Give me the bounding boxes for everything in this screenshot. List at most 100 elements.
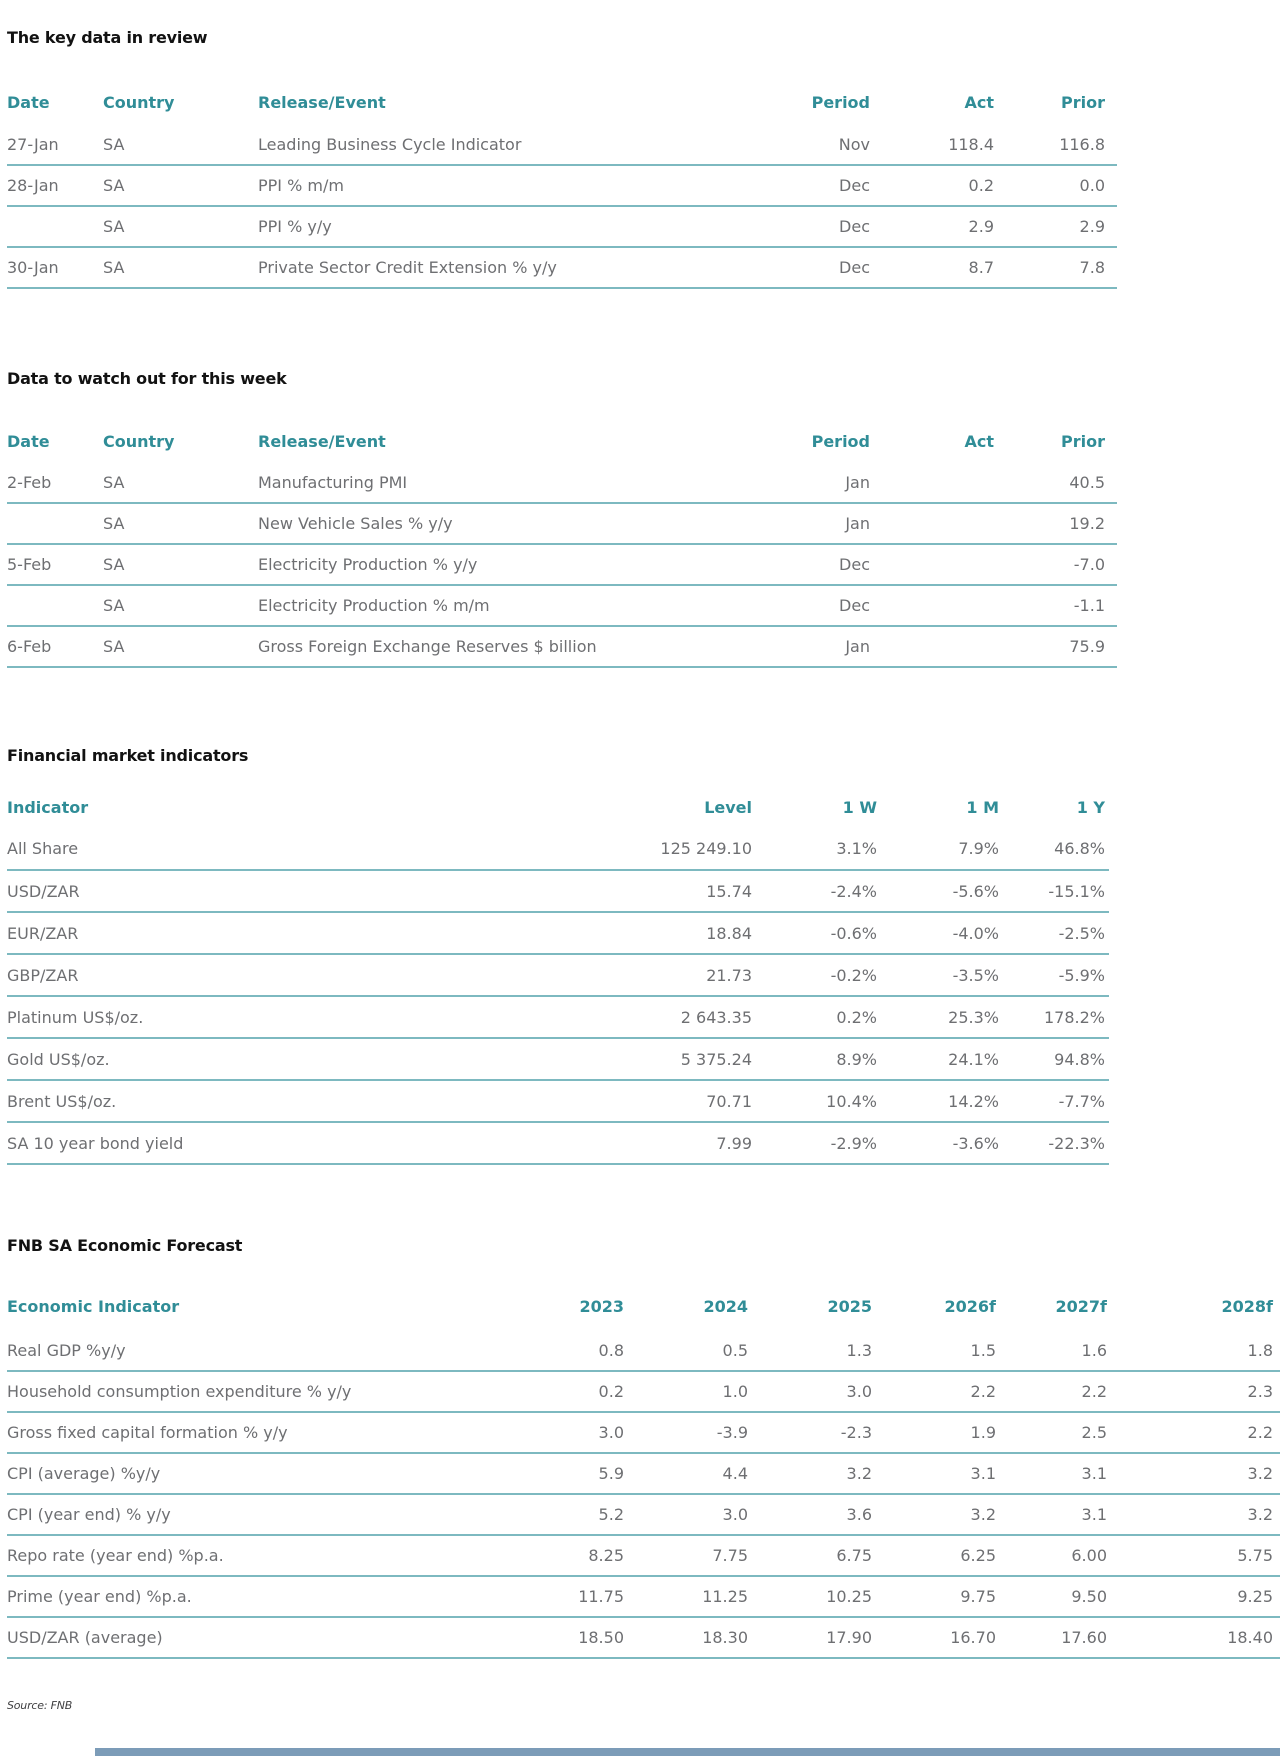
column-header: 2024: [703, 1296, 748, 1316]
forecast-table: Economic Indicator 2023 2024 2025 2026f 2027f…: [7, 1282, 1280, 1659]
table-cell: -3.9: [716, 1423, 748, 1442]
table-row: Gold US$/oz. 5 375.24 8.9% 24.1% 94.8%: [7, 1038, 1109, 1080]
table-header-row: Economic Indicator 2023 2024 2025 2026f 2027f…: [7, 1282, 1280, 1330]
table-cell: 2.9: [968, 217, 994, 236]
table-cell: 94.8%: [1054, 1049, 1105, 1069]
table-cell: 9.75: [960, 1587, 996, 1606]
table-cell: 9.50: [1071, 1587, 1107, 1606]
table-row: USD/ZAR (average) 18.50 18.30 17.90 16.70 17.…: [7, 1617, 1280, 1658]
table-cell: -3.5%: [952, 965, 999, 985]
table-cell: Dec: [839, 176, 870, 195]
table-cell: New Vehicle Sales % y/y: [258, 514, 453, 533]
table-cell: 178.2%: [1043, 1007, 1105, 1027]
table-cell: 14.2%: [948, 1091, 999, 1111]
column-header: Act: [964, 431, 994, 451]
table-cell: -15.1%: [1048, 881, 1105, 901]
table-cell: SA: [103, 514, 125, 533]
table-cell: 17.60: [1061, 1628, 1107, 1647]
column-header: Country: [103, 431, 175, 451]
column-header: 2023: [579, 1296, 624, 1316]
table-cell: PPI % y/y: [258, 217, 332, 236]
table-cell: EUR/ZAR: [7, 923, 79, 943]
table-cell: SA: [103, 217, 125, 236]
table-cell: 1.9: [970, 1423, 996, 1442]
table-cell: 3.2: [1247, 1505, 1273, 1524]
table-cell: PPI % m/m: [258, 176, 344, 195]
table-cell: -4.0%: [952, 923, 999, 943]
table-cell: Dec: [839, 596, 870, 615]
table-cell: 2.2: [1081, 1382, 1107, 1401]
column-header: Date: [7, 92, 50, 112]
table-cell: 4.4: [722, 1464, 748, 1483]
table-cell: [870, 503, 994, 544]
table-row: 6-Feb SA Gross Foreign Exchange Reserves $…: [7, 626, 1117, 667]
table-cell: 2.2: [970, 1382, 996, 1401]
table-cell: 24.1%: [948, 1049, 999, 1069]
column-header: 2026f: [944, 1296, 997, 1316]
table-cell: 5.2: [598, 1505, 624, 1524]
table-row: USD/ZAR 15.74 -2.4% -5.6% -15.1%: [7, 870, 1109, 912]
table-cell: 1.5: [970, 1340, 996, 1360]
table-row: 27-Jan SA Leading Business Cycle Indicator…: [7, 124, 1117, 165]
table-cell: -2.5%: [1058, 923, 1105, 943]
table-cell: SA: [103, 472, 125, 492]
table-cell: USD/ZAR: [7, 881, 80, 901]
table-cell: 8.25: [588, 1546, 624, 1565]
watch-week-table: Date Country Release/Event Period Act Prior 2-…: [7, 420, 1117, 668]
table-cell: -0.6%: [830, 923, 877, 943]
table-cell: -2.3: [840, 1423, 872, 1442]
table-cell: 18.84: [706, 923, 752, 943]
table-row: Household consumption expenditure % y/y 0…: [7, 1371, 1280, 1412]
table-cell: Repo rate (year end) %p.a.: [7, 1546, 224, 1565]
table-cell: 3.1: [1081, 1464, 1107, 1483]
table-header-row: Date Country Release/Event Period Act Prior: [7, 80, 1117, 124]
table-header-row: Date Country Release/Event Period Act Prior: [7, 420, 1117, 462]
table-row: GBP/ZAR 21.73 -0.2% -3.5% -5.9%: [7, 954, 1109, 996]
table-cell: -2.4%: [830, 881, 877, 901]
table-cell: [7, 503, 103, 544]
column-header: Release/Event: [258, 92, 386, 112]
table-cell: [870, 462, 994, 503]
table-cell: SA 10 year bond yield: [7, 1133, 184, 1153]
table-cell: 15.74: [706, 881, 752, 901]
table-cell: 3.2: [970, 1505, 996, 1524]
table-cell: Gross Foreign Exchange Reserves $ billio…: [258, 637, 597, 656]
table-cell: 0.2: [598, 1382, 624, 1401]
column-header: 1 W: [842, 797, 877, 817]
table-cell: Manufacturing PMI: [258, 472, 408, 492]
table-cell: -22.3%: [1048, 1133, 1105, 1153]
table-cell: -2.9%: [830, 1133, 877, 1153]
table-cell: [870, 626, 994, 667]
column-header: Period: [811, 431, 870, 451]
table-cell: 75.9: [1069, 637, 1105, 656]
table-cell: 2.5: [1081, 1423, 1107, 1442]
table-cell: 8.9%: [836, 1049, 877, 1069]
table-cell: Gross fixed capital formation % y/y: [7, 1423, 288, 1442]
table-cell: 5-Feb: [7, 555, 52, 574]
section-title-market-indicators: Financial market indicators: [7, 746, 249, 765]
table-row: Real GDP %y/y 0.8 0.5 1.3 1.5 1.6 1.8: [7, 1330, 1280, 1371]
table-cell: 2-Feb: [7, 472, 52, 492]
table-cell: 0.5: [722, 1340, 748, 1360]
table-cell: [7, 206, 103, 247]
table-cell: [7, 585, 103, 626]
table-cell: 30-Jan: [7, 258, 59, 277]
column-header: Prior: [1061, 92, 1105, 112]
table-cell: Private Sector Credit Extension % y/y: [258, 258, 557, 277]
source-note: Source: FNB: [7, 1699, 73, 1712]
column-header: Country: [103, 92, 175, 112]
table-cell: 6.00: [1071, 1546, 1107, 1565]
table-cell: 118.4: [948, 134, 994, 154]
table-cell: 10.4%: [826, 1091, 877, 1111]
table-cell: 3.1: [1081, 1505, 1107, 1524]
table-cell: 0.2: [968, 176, 994, 195]
table-row: 5-Feb SA Electricity Production % y/y Dec -7…: [7, 544, 1117, 585]
table-cell: Brent US$/oz.: [7, 1091, 117, 1111]
table-cell: 11.25: [702, 1587, 748, 1606]
section-title-key-data: The key data in review: [7, 28, 208, 47]
table-cell: 10.25: [826, 1587, 872, 1606]
table-cell: Nov: [838, 134, 870, 154]
table-cell: 9.25: [1237, 1587, 1273, 1606]
table-cell: 27-Jan: [7, 134, 59, 154]
column-header: Release/Event: [258, 431, 386, 451]
